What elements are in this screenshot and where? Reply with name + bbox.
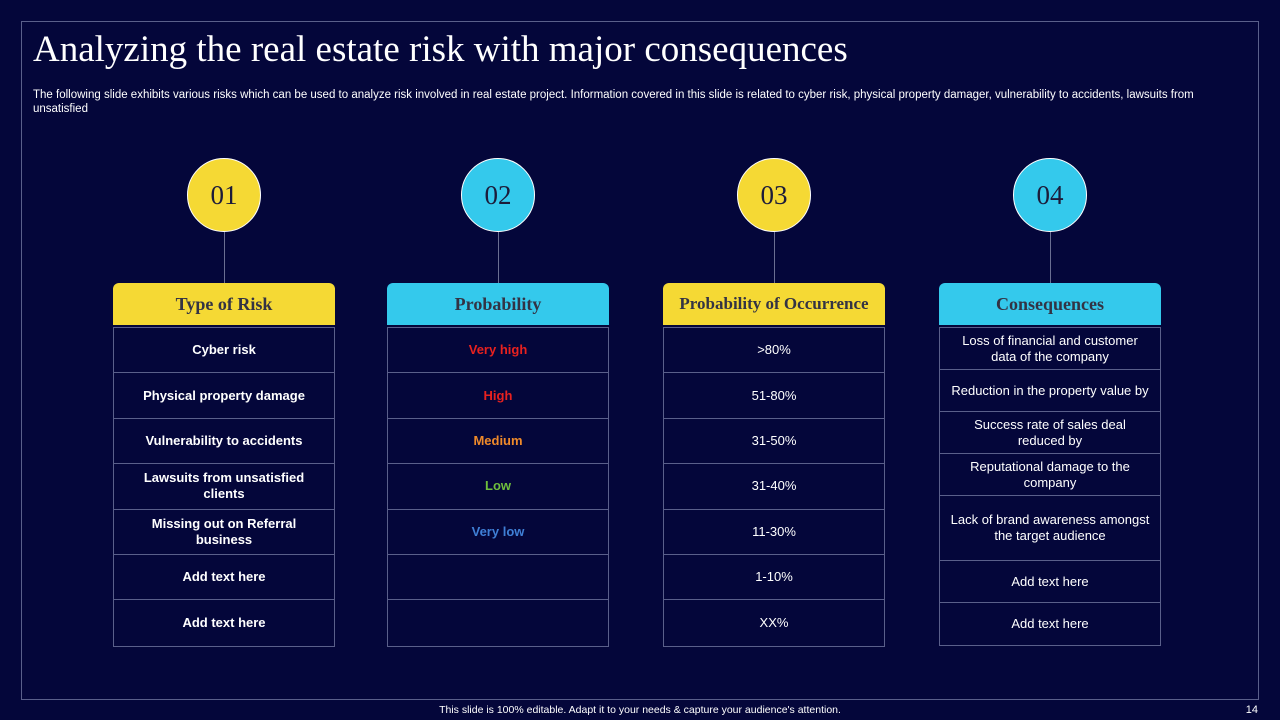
column-rows: Very high High Medium Low Very low bbox=[387, 327, 609, 647]
page-title: Analyzing the real estate risk with majo… bbox=[33, 29, 848, 70]
table-cell bbox=[388, 600, 608, 645]
table-cell: 31-40% bbox=[664, 464, 884, 510]
step-number-circle: 03 bbox=[737, 158, 811, 232]
column-header: Probability bbox=[387, 283, 609, 325]
table-cell: Vulnerability to accidents bbox=[114, 419, 334, 465]
table-cell: Add text here bbox=[1011, 616, 1089, 631]
table-cell: 31-50% bbox=[664, 419, 884, 465]
column-rows: Loss of financial and customer data of t… bbox=[939, 327, 1161, 646]
table-cell: Very high bbox=[388, 328, 608, 374]
connector-line bbox=[1050, 232, 1051, 283]
step-number-circle: 02 bbox=[461, 158, 535, 232]
column-header: Consequences bbox=[939, 283, 1161, 325]
table-cell: >80% bbox=[664, 328, 884, 374]
table-cell: High bbox=[388, 373, 608, 419]
table-cell bbox=[388, 555, 608, 601]
table-cell: 11-30% bbox=[664, 510, 884, 555]
column-rows: Cyber risk Physical property damage Vuln… bbox=[113, 327, 335, 647]
slide-frame bbox=[21, 21, 1259, 700]
table-cell: Reduction in the property value by bbox=[940, 370, 1160, 412]
table-cell: Reputational damage to the company bbox=[940, 454, 1160, 496]
table-cell: Low bbox=[388, 464, 608, 510]
table-cell: Very low bbox=[388, 510, 608, 555]
column-header: Type of Risk bbox=[113, 283, 335, 325]
connector-line bbox=[774, 232, 775, 283]
table-cell: Add text here bbox=[114, 555, 334, 601]
column-rows: >80% 51-80% 31-50% 31-40% 11-30% 1-10% X… bbox=[663, 327, 885, 647]
step-number-circle: 04 bbox=[1013, 158, 1087, 232]
connector-line bbox=[224, 232, 225, 283]
table-cell: Physical property damage bbox=[114, 373, 334, 419]
table-cell: Lawsuits from unsatisfied clients bbox=[114, 464, 334, 510]
connector-line bbox=[498, 232, 499, 283]
table-cell: Add text here bbox=[182, 615, 266, 631]
table-cell: Loss of financial and customer data of t… bbox=[940, 328, 1160, 370]
column-header: Probability of Occurrence bbox=[663, 283, 885, 325]
page-subtitle: The following slide exhibits various ris… bbox=[33, 89, 1194, 115]
table-cell: Lack of brand awareness amongst the targ… bbox=[940, 496, 1160, 561]
table-cell: Missing out on Referral business bbox=[114, 510, 334, 555]
footer-note: This slide is 100% editable. Adapt it to… bbox=[439, 704, 841, 716]
table-cell: Cyber risk bbox=[114, 328, 334, 374]
table-cell: XX% bbox=[759, 615, 789, 631]
step-number-circle: 01 bbox=[187, 158, 261, 232]
table-cell: Success rate of sales deal reduced by bbox=[940, 412, 1160, 454]
page-number: 14 bbox=[1245, 704, 1258, 716]
table-cell: 1-10% bbox=[664, 555, 884, 601]
table-cell: Add text here bbox=[940, 561, 1160, 603]
table-cell: Medium bbox=[388, 419, 608, 465]
table-cell: 51-80% bbox=[664, 373, 884, 419]
